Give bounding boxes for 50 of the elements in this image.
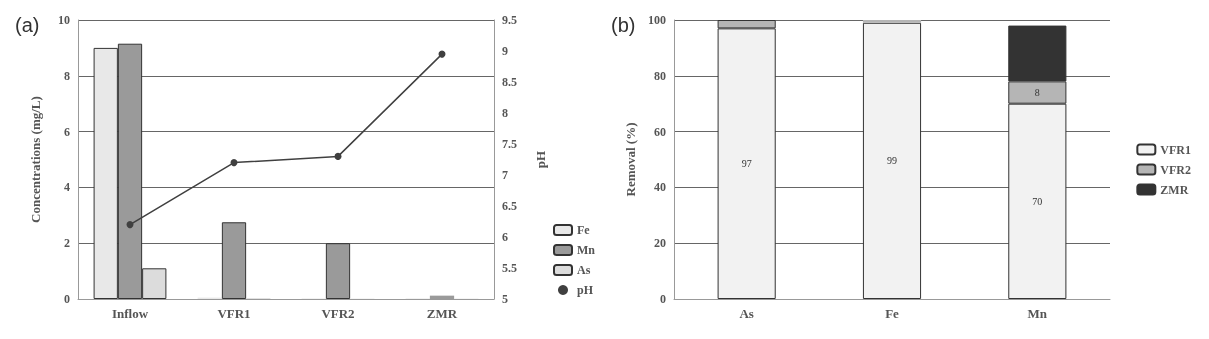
y2-tick-label: 9	[502, 44, 508, 58]
y2-tick-label: 5.5	[502, 261, 517, 275]
y2-tick-label: 5	[502, 292, 508, 306]
legend-label: VFR2	[1160, 162, 1192, 177]
data-label: 70	[1032, 195, 1043, 207]
y-tick-label: 100	[648, 13, 666, 27]
y-tick-label: 40	[654, 180, 666, 195]
chart-title: (a)	[15, 14, 40, 36]
y-tick-label: 10	[58, 13, 70, 27]
y-axis-title: Concentrations (mg/L)	[28, 96, 43, 223]
y2-tick-label: 8.5	[502, 75, 517, 89]
y-tick-label: 20	[654, 236, 666, 251]
x-tick-label: Fe	[885, 306, 900, 321]
legend-label: ZMR	[1160, 182, 1189, 197]
data-label: 97	[741, 158, 752, 170]
y-tick-label: 0	[660, 292, 666, 306]
x-tick-label: Inflow	[111, 306, 149, 321]
point	[230, 159, 238, 167]
legend-label: Fe	[577, 223, 591, 237]
legend-label: Mn	[577, 243, 596, 257]
data-label: 8	[1034, 87, 1040, 99]
y2-tick-label: 9.5	[502, 13, 517, 27]
y-tick-label: 60	[654, 124, 666, 139]
y-tick-label: 2	[64, 236, 70, 251]
y2-axis-title: pH	[533, 150, 548, 169]
legend-label: VFR1	[1160, 142, 1192, 157]
data-label: 99	[887, 155, 897, 167]
bar	[862, 20, 922, 23]
y2-tick-label: 6	[502, 230, 508, 244]
chart-title: (b)	[611, 14, 636, 36]
legend-label: pH	[577, 283, 594, 297]
point	[126, 221, 134, 229]
point	[334, 152, 342, 160]
y-axis-title: Removal (%)	[623, 122, 639, 197]
bar	[862, 22, 922, 299]
y-tick-label: 8	[64, 68, 70, 83]
y2-tick-label: 8	[502, 106, 508, 120]
x-tick-label: As	[739, 306, 754, 321]
x-tick-label: Mn	[1027, 306, 1048, 321]
y2-tick-label: 6.5	[502, 199, 517, 213]
y-tick-label: 80	[654, 68, 666, 83]
x-tick-label: VFR1	[217, 306, 251, 321]
x-tick-label: ZMR	[426, 306, 458, 321]
y2-tick-label: 7.5	[502, 137, 517, 151]
y-tick-label: 0	[64, 292, 70, 306]
legend-label: As	[577, 263, 591, 277]
y-tick-label: 6	[64, 124, 70, 139]
y-tick-label: 4	[64, 180, 70, 195]
x-tick-label: VFR2	[321, 306, 355, 321]
y2-tick-label: 7	[502, 168, 508, 182]
